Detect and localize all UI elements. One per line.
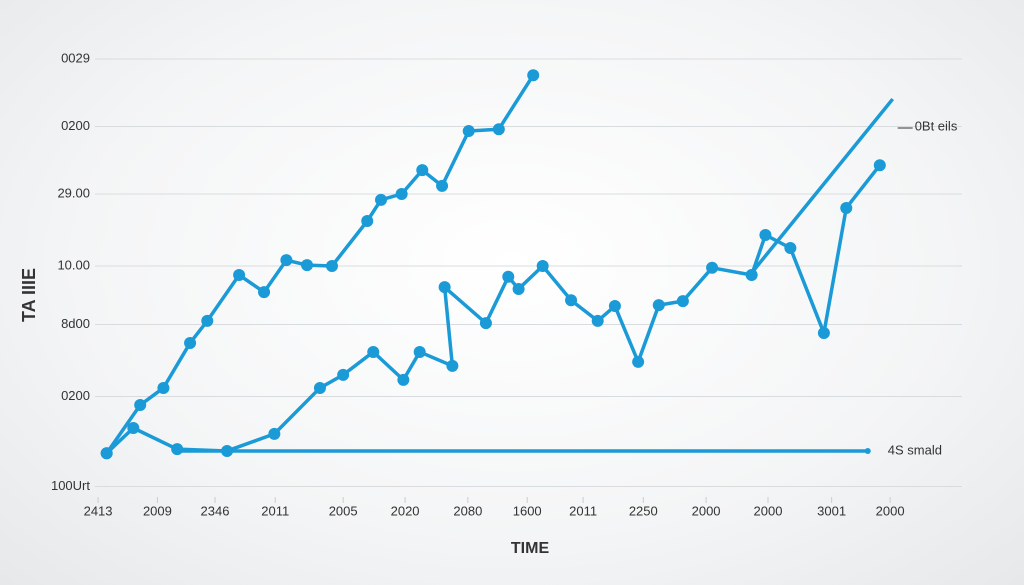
data-point [280,254,293,267]
y-tick-label: 10.00 [57,257,90,272]
x-tick-label: 2250 [629,503,658,518]
data-point [632,355,645,368]
x-tick-label: 1600 [513,503,542,518]
x-tick-label: 2000 [876,503,905,518]
data-point [301,259,314,272]
x-tick-label: 2413 [84,503,113,518]
series-label: 4S smald [888,442,942,457]
data-point [367,345,380,358]
data-point [416,164,429,177]
data-point [502,270,515,283]
series-label: 0Bt eils [915,118,958,133]
data-point [413,345,426,358]
data-point [375,193,387,206]
data-point [492,123,505,136]
data-point [157,381,170,394]
data-point [100,447,113,460]
x-tick-label: 2080 [453,503,482,518]
x-tick-label: 2011 [569,503,597,518]
data-point [268,427,281,440]
x-tick-label: 2009 [143,503,172,518]
data-point [184,336,197,349]
data-point [512,282,525,295]
y-tick-label: 0200 [61,118,90,133]
data-point [565,294,578,307]
x-axis-label: TIME [511,540,550,557]
data-point [817,327,830,340]
data-point [536,260,549,272]
data-point [395,188,408,200]
y-tick-label: 0200 [61,388,90,403]
data-point [840,201,853,214]
data-point [479,317,492,330]
y-tick-label: 29.00 [57,185,90,200]
series-line [105,74,535,455]
x-tick-label: 2000 [692,503,721,518]
x-tick-label: 3001 [817,503,846,518]
x-tick-label: 2346 [201,503,230,518]
y-axis-label: TA IIIE [19,268,39,322]
data-point [608,300,621,313]
data-point [171,443,184,456]
data-point [438,281,451,294]
data-point [527,69,540,82]
data-point [134,399,147,412]
data-point [361,215,374,227]
end-point [864,447,871,454]
x-tick-label: 2000 [754,503,783,518]
data-point [873,159,886,172]
data-point [446,359,459,372]
data-point [462,125,475,137]
data-point [313,381,326,394]
data-point [676,295,689,308]
x-tick-label: 2011 [261,503,289,518]
data-point [127,422,140,434]
y-tick-label: 8d00 [61,316,90,331]
data-point [233,269,246,281]
data-point [706,261,719,274]
data-point [325,260,338,272]
data-point [436,179,449,192]
data-point [591,314,604,327]
data-point [397,373,410,386]
y-tick-label: 100Urt [51,478,90,493]
series-line [105,164,882,455]
y-tick-label: 0029 [61,50,90,65]
data-point [258,286,271,299]
x-tick-label: 2005 [329,503,358,518]
series-line [748,97,895,277]
data-point [201,314,214,327]
data-point [759,228,772,241]
data-point [784,242,797,254]
data-point [652,299,665,312]
data-point [337,368,350,381]
x-tick-label: 2020 [391,503,420,518]
